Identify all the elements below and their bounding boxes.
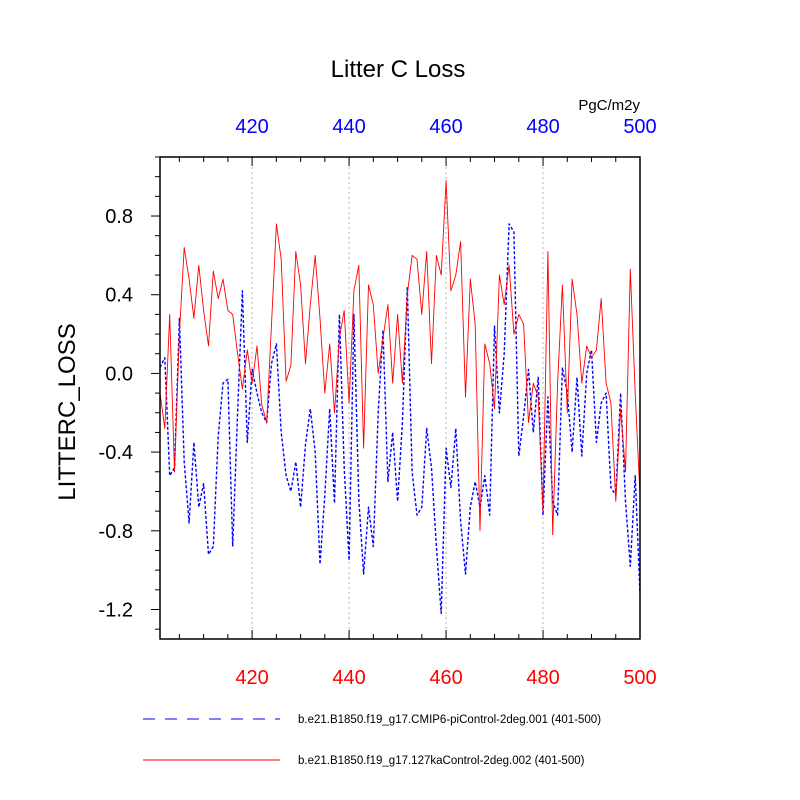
plot-frame — [159, 156, 641, 640]
legend-label-127ka-control: b.e21.B1850.f19_g17.127kaControl-2deg.00… — [298, 755, 585, 767]
x-tick-label-bottom-440: 440 — [332, 667, 365, 689]
legend: b.e21.B1850.f19_g17.CMIP6-piControl-2deg… — [143, 714, 601, 767]
y-tick-label--1.2: -1.2 — [99, 599, 133, 621]
plot-series — [159, 180, 641, 615]
chart-title: Litter C Loss — [331, 56, 466, 83]
y-tick-label--0.4: -0.4 — [99, 442, 133, 464]
y-axis-label: LITTERC_LOSS — [54, 323, 81, 500]
axis-ticks — [151, 156, 641, 639]
legend-label-cmip6-picontrol: b.e21.B1850.f19_g17.CMIP6-piControl-2deg… — [298, 714, 601, 726]
x-tick-label-top-500: 500 — [623, 116, 656, 138]
y-tick-label-0.0: 0.0 — [105, 363, 133, 385]
x-tick-label-top-480: 480 — [526, 116, 559, 138]
tick-labels: 420 420 440 440 460 460 480 480 500 500 -1.2 -0.8 -0… — [99, 116, 657, 689]
x-tick-label-bottom-420: 420 — [235, 667, 268, 689]
x-tick-label-top-460: 460 — [429, 116, 462, 138]
y-tick-label-0.8: 0.8 — [105, 206, 133, 228]
x-tick-label-bottom-500: 500 — [623, 667, 656, 689]
series-line-127ka-control — [159, 180, 641, 536]
y-tick-label-0.4: 0.4 — [105, 285, 133, 307]
x-tick-label-top-420: 420 — [235, 116, 268, 138]
y-tick-label--0.8: -0.8 — [99, 521, 133, 543]
x-tick-label-bottom-480: 480 — [526, 667, 559, 689]
units-label: PgC/m2y — [578, 97, 640, 114]
x-tick-label-top-440: 440 — [332, 116, 365, 138]
x-tick-label-bottom-460: 460 — [429, 667, 462, 689]
